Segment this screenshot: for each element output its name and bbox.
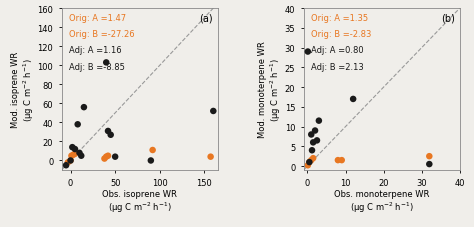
Text: Adj: B =2.13: Adj: B =2.13	[311, 62, 364, 71]
Point	[107, 133, 115, 137]
Point	[71, 152, 79, 156]
Point	[311, 129, 319, 133]
Text: (b): (b)	[441, 14, 455, 24]
Text: Adj: A =1.16: Adj: A =1.16	[69, 46, 122, 55]
Point	[308, 133, 315, 137]
Point	[338, 159, 346, 162]
Text: Orig: B =-2.83: Orig: B =-2.83	[311, 30, 372, 39]
Point	[69, 153, 77, 157]
Point	[310, 157, 317, 160]
Point	[313, 139, 321, 143]
Point	[306, 160, 313, 164]
Point	[67, 159, 74, 163]
Point	[308, 149, 316, 152]
Point	[308, 159, 315, 162]
Point	[306, 160, 313, 164]
Point	[315, 119, 323, 123]
Point	[68, 154, 75, 158]
Point	[71, 148, 79, 151]
Y-axis label: Mod. monoterpene WR
(μg C m$^{-2}$ h$^{-1}$): Mod. monoterpene WR (μg C m$^{-2}$ h$^{-…	[258, 42, 283, 138]
Point	[104, 130, 112, 133]
Text: Orig: A =1.47: Orig: A =1.47	[69, 14, 127, 23]
Text: Orig: A =1.35: Orig: A =1.35	[311, 14, 369, 23]
Point	[207, 155, 214, 159]
Point	[210, 110, 217, 113]
Point	[310, 141, 317, 145]
Point	[100, 157, 108, 161]
Point	[62, 164, 70, 167]
Y-axis label: Mod. isoprene WR
(μg C m$^{-2}$ h$^{-1}$): Mod. isoprene WR (μg C m$^{-2}$ h$^{-1}$…	[10, 52, 36, 128]
Point	[304, 164, 311, 167]
Point	[69, 146, 76, 149]
Text: Orig: B =-27.26: Orig: B =-27.26	[69, 30, 135, 39]
Text: (a): (a)	[200, 14, 213, 24]
Point	[80, 106, 88, 109]
Point	[111, 155, 119, 159]
X-axis label: Obs. monoterpene WR
(μg C m$^{-2}$ h$^{-1}$): Obs. monoterpene WR (μg C m$^{-2}$ h$^{-…	[334, 189, 429, 214]
X-axis label: Obs. isoprene WR
(μg C m$^{-2}$ h$^{-1}$): Obs. isoprene WR (μg C m$^{-2}$ h$^{-1}$…	[102, 189, 177, 214]
Point	[426, 155, 433, 158]
Point	[304, 50, 311, 54]
Point	[74, 123, 82, 127]
Point	[77, 154, 85, 158]
Point	[147, 159, 155, 163]
Point	[102, 155, 110, 159]
Point	[64, 161, 72, 165]
Point	[426, 163, 433, 166]
Text: Adj: B =-8.85: Adj: B =-8.85	[69, 62, 125, 71]
Point	[349, 98, 357, 101]
Point	[334, 159, 342, 162]
Point	[76, 151, 83, 155]
Point	[104, 154, 112, 158]
Text: Adj: A =0.80: Adj: A =0.80	[311, 46, 364, 55]
Point	[149, 148, 156, 152]
Point	[67, 159, 74, 163]
Point	[102, 61, 110, 65]
